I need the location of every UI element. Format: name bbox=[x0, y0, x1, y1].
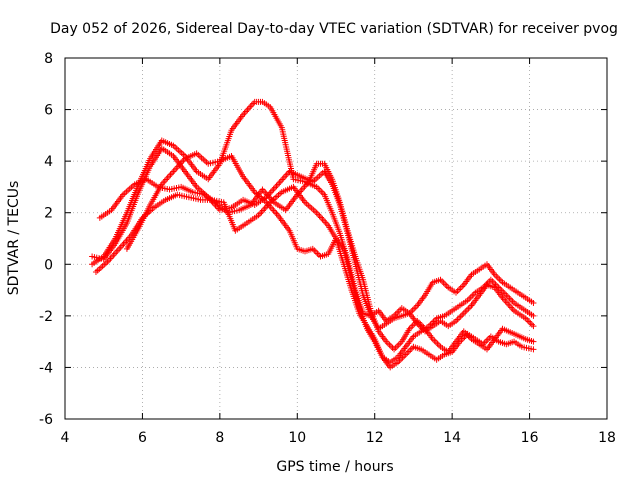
data-point-marker bbox=[530, 346, 537, 353]
chart-title: Day 052 of 2026, Sidereal Day-to-day VTE… bbox=[50, 21, 618, 37]
x-tick-label: 12 bbox=[366, 430, 384, 446]
y-tick-label: 2 bbox=[44, 206, 53, 222]
data-series bbox=[89, 98, 537, 371]
data-point-marker bbox=[530, 312, 537, 319]
tick-labels: 4 6 8 10 12 14 16 18 -6 -4 -2 0 2 4 6 8 bbox=[39, 51, 616, 446]
plot-frame bbox=[64, 57, 608, 420]
x-tick-label: 18 bbox=[598, 430, 616, 446]
y-axis-label: SDTVAR / TECUs bbox=[6, 181, 22, 296]
series-track-5 bbox=[92, 183, 537, 366]
x-tick-label: 10 bbox=[288, 430, 306, 446]
y-tick-label: 8 bbox=[44, 51, 53, 67]
x-tick-label: 8 bbox=[215, 430, 224, 446]
x-tick-label: 6 bbox=[138, 430, 147, 446]
y-tick-label: -6 bbox=[39, 412, 53, 428]
y-tick-label: -2 bbox=[39, 309, 53, 325]
y-tick-label: 6 bbox=[44, 103, 53, 119]
x-tick-label: 16 bbox=[521, 430, 539, 446]
data-point-marker bbox=[530, 299, 537, 306]
grid-lines bbox=[65, 58, 607, 419]
y-tick-label: -4 bbox=[39, 360, 53, 376]
x-tick-label: 14 bbox=[443, 430, 461, 446]
data-point-marker bbox=[530, 323, 537, 330]
y-tick-label: 4 bbox=[44, 154, 53, 170]
x-tick-label: 4 bbox=[61, 430, 70, 446]
x-axis-label: GPS time / hours bbox=[276, 459, 393, 475]
y-tick-label: 0 bbox=[44, 257, 53, 273]
data-point-marker bbox=[530, 338, 537, 345]
